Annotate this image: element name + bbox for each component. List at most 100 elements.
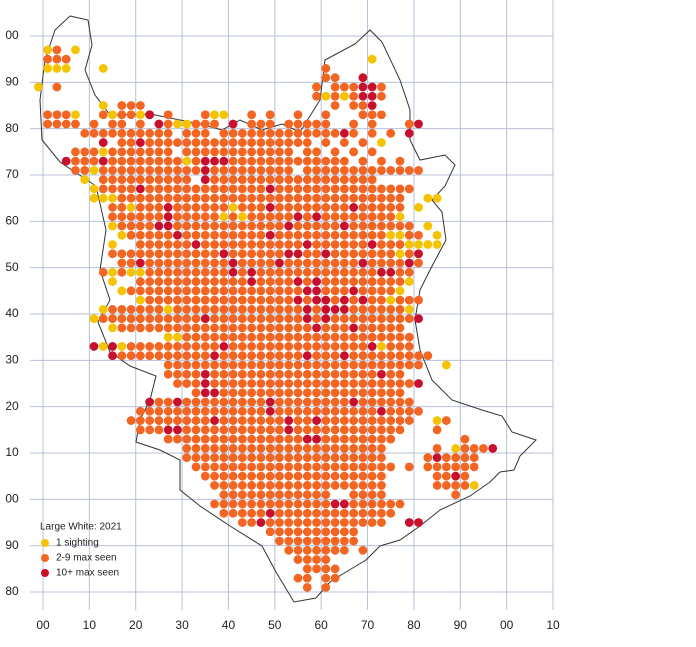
sighting-dot — [377, 406, 386, 416]
sighting-dot — [293, 416, 303, 425]
sighting-dot — [321, 91, 331, 101]
sighting-dot — [163, 156, 173, 166]
sighting-dot — [275, 490, 284, 500]
sighting-dot — [349, 203, 359, 212]
sighting-dot — [312, 258, 321, 268]
sighting-dot — [117, 128, 127, 138]
legend-label: 1 sighting — [56, 538, 99, 549]
sighting-dot — [135, 110, 145, 120]
sighting-dot — [182, 203, 192, 212]
sighting-dot — [339, 165, 349, 175]
sighting-dot — [321, 212, 331, 222]
sighting-dot — [367, 416, 377, 425]
sighting-dot — [117, 212, 127, 222]
sighting-dot — [126, 304, 136, 314]
sighting-dot — [163, 184, 173, 194]
sighting-dot — [163, 119, 173, 129]
sighting-dot — [126, 314, 136, 324]
sighting-dot — [302, 379, 312, 388]
sighting-dot — [293, 295, 303, 305]
sighting-dot — [395, 258, 405, 268]
sighting-dot — [275, 314, 284, 324]
sighting-dot — [265, 267, 275, 277]
sighting-dot — [237, 323, 247, 333]
sighting-dot — [126, 175, 136, 185]
sighting-dot — [191, 434, 201, 444]
sighting-dot — [275, 471, 284, 481]
sighting-dot — [191, 147, 201, 157]
sighting-dot — [154, 277, 164, 286]
sighting-dot — [247, 332, 257, 342]
sighting-dot — [117, 101, 127, 110]
sighting-dot — [460, 453, 470, 463]
sighting-dot — [321, 471, 331, 481]
sighting-dot — [256, 434, 266, 444]
sighting-dot — [265, 156, 275, 166]
sighting-dot — [302, 119, 312, 129]
sighting-dot — [228, 351, 238, 361]
sighting-dot — [247, 342, 257, 351]
sighting-dot — [247, 128, 257, 138]
sighting-dot — [386, 406, 396, 416]
sighting-dot — [469, 462, 479, 472]
sighting-dot — [228, 397, 238, 407]
sighting-dot — [163, 230, 173, 240]
sighting-dot — [191, 240, 201, 249]
sighting-dot — [219, 490, 229, 500]
sighting-dot — [321, 351, 331, 361]
sighting-dot — [330, 462, 340, 472]
sighting-dot — [302, 499, 312, 509]
y-tick-label: 70 — [5, 167, 19, 181]
sighting-dot — [330, 277, 340, 286]
sighting-dot — [284, 379, 294, 388]
sighting-dot — [349, 91, 359, 101]
sighting-dot — [275, 360, 284, 370]
sighting-dot — [173, 332, 182, 342]
sighting-dot — [182, 221, 192, 231]
sighting-dot — [219, 221, 229, 231]
sighting-dot — [228, 277, 238, 286]
sighting-dot — [460, 443, 470, 453]
sighting-dot — [191, 295, 201, 305]
sighting-dot — [237, 230, 247, 240]
sighting-dot — [339, 536, 349, 546]
sighting-dot — [247, 416, 257, 425]
sighting-dot — [219, 406, 229, 416]
sighting-dot — [339, 481, 349, 490]
sighting-dot — [52, 119, 62, 129]
sighting-dot — [145, 323, 155, 333]
sighting-dot — [108, 277, 117, 286]
sighting-dot — [404, 314, 414, 324]
sighting-dot — [367, 82, 377, 92]
sighting-dot — [284, 527, 294, 537]
sighting-dot — [126, 416, 136, 425]
grid: 00 10 20 30 40 50 60 70 80 90 00 10 80 90 00 10 20 30 40 50… — [5, 0, 560, 632]
sighting-dot — [358, 203, 368, 212]
sighting-dot — [200, 249, 210, 259]
sighting-dot — [275, 230, 284, 240]
sighting-dot — [135, 212, 145, 222]
sighting-dot — [367, 453, 377, 463]
sighting-dot — [293, 443, 303, 453]
sighting-dot — [154, 342, 164, 351]
sighting-dot — [219, 351, 229, 361]
sighting-dot — [200, 277, 210, 286]
sighting-dot — [237, 165, 247, 175]
sighting-dot — [330, 351, 340, 361]
sighting-dot — [377, 267, 386, 277]
sighting-dot — [349, 379, 359, 388]
sighting-dot — [367, 230, 377, 240]
sighting-dot — [293, 314, 303, 324]
sighting-dot — [265, 193, 275, 203]
sighting-dot — [293, 490, 303, 500]
sighting-dot — [330, 91, 340, 101]
sighting-dot — [145, 277, 155, 286]
sighting-dot — [377, 184, 386, 194]
sighting-dot — [321, 555, 331, 564]
sighting-dot — [404, 165, 414, 175]
sighting-dot — [293, 221, 303, 231]
sighting-dot — [247, 304, 257, 314]
sighting-dot — [145, 165, 155, 175]
sighting-dot — [284, 425, 294, 435]
sighting-dot — [117, 249, 127, 259]
